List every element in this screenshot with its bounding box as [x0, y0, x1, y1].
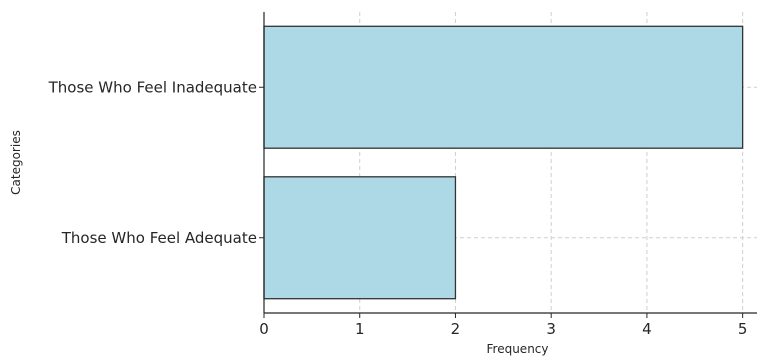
- text-layer: 0 1 2 3 4 5 Those Who Feel Adequate Those Who F…: [48, 78, 748, 338]
- y-axis-label: Categories: [9, 130, 23, 195]
- bar-layer: [263, 25, 744, 300]
- x-tick-label: 0: [259, 320, 269, 338]
- bar: [263, 25, 744, 149]
- y-tick-label: Those Who Feel Adequate: [61, 229, 257, 247]
- x-axis-label: Frequency: [487, 342, 549, 356]
- axis-layer: [259, 12, 757, 318]
- x-tick-label: 4: [642, 320, 652, 338]
- x-tick-label: 2: [451, 320, 461, 338]
- bar: [263, 176, 457, 300]
- y-tick-label: Those Who Feel Inadequate: [48, 78, 257, 96]
- x-tick-label: 1: [355, 320, 365, 338]
- x-tick-label: 3: [546, 320, 556, 338]
- x-tick-label: 5: [738, 320, 748, 338]
